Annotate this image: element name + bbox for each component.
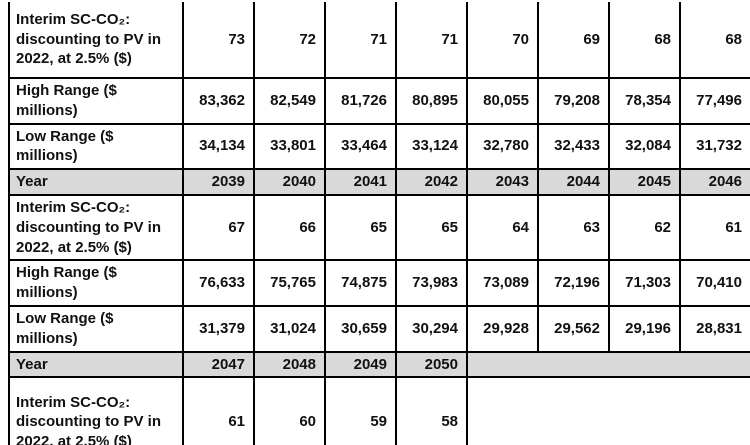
value-cell: 79,208: [537, 77, 610, 125]
table-row-low-2: Low Range ($ millions) 31,379 31,024 30,…: [8, 304, 750, 353]
table-row-interim-2: Interim SC-CO₂: discounting to PV in 202…: [8, 193, 750, 262]
year-cell: 2050: [395, 350, 468, 379]
value-cell: 81,726: [324, 77, 397, 125]
year-cell: 2042: [395, 168, 468, 196]
year-cell: 2048: [253, 350, 326, 379]
table-row-year-2047-2050: Year 2047 2048 2049 2050: [8, 350, 750, 379]
value-cell: 65: [395, 193, 468, 262]
year-cell: 2044: [537, 168, 610, 196]
value-cell: 74,875: [324, 259, 397, 307]
value-cell: 71: [395, 2, 468, 79]
value-cell: 33,124: [395, 122, 468, 171]
year-cell: 2046: [679, 168, 750, 196]
value-cell: 66: [253, 193, 326, 262]
value-cell: 67: [182, 193, 255, 262]
row-label-high: High Range ($ millions): [8, 77, 184, 125]
value-cell: 31,379: [182, 304, 255, 353]
value-cell: 33,464: [324, 122, 397, 171]
value-cell: 34,134: [182, 122, 255, 171]
row-label-high: High Range ($ millions): [8, 259, 184, 307]
sc-co2-table: Interim SC-CO₂: discounting to PV in 202…: [8, 2, 750, 445]
value-cell: 71: [324, 2, 397, 79]
value-cell: 72: [253, 2, 326, 79]
value-cell: 62: [608, 193, 681, 262]
value-cell: 78,354: [608, 77, 681, 125]
year-cell: 2039: [182, 168, 255, 196]
value-cell: 77,496: [679, 77, 750, 125]
value-cell: 32,084: [608, 122, 681, 171]
value-cell: 30,659: [324, 304, 397, 353]
value-cell: 29,562: [537, 304, 610, 353]
value-cell: 63: [537, 193, 610, 262]
value-cell: 80,055: [466, 77, 539, 125]
table-row-low-1: Low Range ($ millions) 34,134 33,801 33,…: [8, 122, 750, 171]
year-cell: 2047: [182, 350, 255, 379]
value-cell: 76,633: [182, 259, 255, 307]
value-cell: 31,024: [253, 304, 326, 353]
value-cell: 30,294: [395, 304, 468, 353]
value-cell: 29,196: [608, 304, 681, 353]
value-cell: 33,801: [253, 122, 326, 171]
value-cell: 71,303: [608, 259, 681, 307]
value-cell: 28,831: [679, 304, 750, 353]
year-cell: 2041: [324, 168, 397, 196]
value-cell: 80,895: [395, 77, 468, 125]
value-cell: 72,196: [537, 259, 610, 307]
value-cell: 31,732: [679, 122, 750, 171]
value-cell: 61: [679, 193, 750, 262]
row-label-year: Year: [8, 350, 184, 379]
table-row-high-2: High Range ($ millions) 76,633 75,765 74…: [8, 259, 750, 307]
row-label-low: Low Range ($ millions): [8, 304, 184, 353]
row-label-low: Low Range ($ millions): [8, 122, 184, 171]
row-label-interim: Interim SC-CO₂: discounting to PV in 202…: [8, 2, 184, 79]
empty-region: [466, 350, 750, 379]
value-cell: 65: [324, 193, 397, 262]
value-cell: 73,983: [395, 259, 468, 307]
value-cell: 75,765: [253, 259, 326, 307]
value-cell: 73: [182, 2, 255, 79]
value-cell: 59: [324, 376, 397, 445]
value-cell: 70,410: [679, 259, 750, 307]
table-row-year-2039-2046: Year 2039 2040 2041 2042 2043 2044 2045 …: [8, 168, 750, 196]
table-row-high-1: High Range ($ millions) 83,362 82,549 81…: [8, 77, 750, 125]
row-label-year: Year: [8, 168, 184, 196]
value-cell: 68: [608, 2, 681, 79]
value-cell: 68: [679, 2, 750, 79]
value-cell: 73,089: [466, 259, 539, 307]
value-cell: 32,780: [466, 122, 539, 171]
value-cell: 64: [466, 193, 539, 262]
value-cell: 70: [466, 2, 539, 79]
year-cell: 2045: [608, 168, 681, 196]
value-cell: 60: [253, 376, 326, 445]
table-row-interim-3: Interim SC-CO₂: discounting to PV in 202…: [8, 376, 750, 445]
row-label-interim: Interim SC-CO₂: discounting to PV in 202…: [8, 193, 184, 262]
year-cell: 2040: [253, 168, 326, 196]
value-cell: 83,362: [182, 77, 255, 125]
value-cell: 69: [537, 2, 610, 79]
value-cell: 32,433: [537, 122, 610, 171]
year-cell: 2049: [324, 350, 397, 379]
empty-region: [466, 376, 750, 445]
value-cell: 58: [395, 376, 468, 445]
row-label-interim: Interim SC-CO₂: discounting to PV in 202…: [8, 376, 184, 445]
table-row-interim-1: Interim SC-CO₂: discounting to PV in 202…: [8, 2, 750, 79]
value-cell: 61: [182, 376, 255, 445]
year-cell: 2043: [466, 168, 539, 196]
value-cell: 29,928: [466, 304, 539, 353]
value-cell: 82,549: [253, 77, 326, 125]
